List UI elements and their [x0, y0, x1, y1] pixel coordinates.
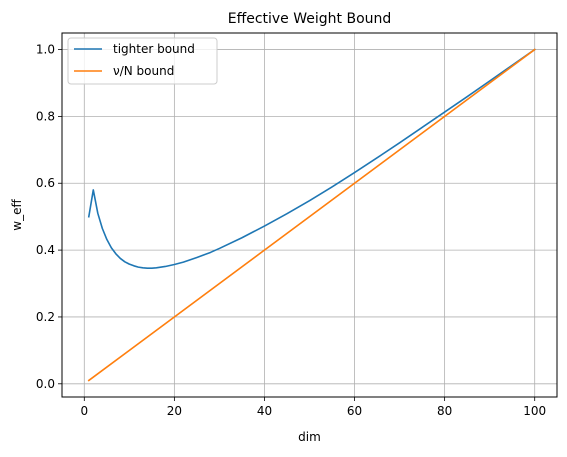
legend: tighter bound ν/N bound: [67, 37, 218, 85]
y-tick-label: 0.0: [36, 377, 55, 391]
legend-label-0: tighter bound: [113, 42, 195, 56]
y-tick-label: 0.6: [36, 176, 55, 190]
y-tick-label: 0.2: [36, 310, 55, 324]
x-tick-label: 20: [167, 404, 182, 418]
chart-title: Effective Weight Bound: [228, 11, 392, 27]
y-tick-label: 0.4: [36, 243, 55, 257]
y-axis-label: w_eff: [10, 199, 24, 231]
x-axis-label: dim: [298, 430, 321, 444]
x-tick-label: 40: [257, 404, 272, 418]
x-tick-label: 80: [437, 404, 452, 418]
x-tick-label: 100: [523, 404, 546, 418]
x-tick-label: 60: [347, 404, 362, 418]
y-tick-label: 0.8: [36, 109, 55, 123]
legend-box: [67, 37, 218, 85]
legend-label-1: ν/N bound: [113, 64, 174, 78]
series-line-0: [87, 48, 536, 269]
series-line-1: [87, 48, 536, 382]
x-tick-label: 0: [80, 404, 88, 418]
plot-area-frame: [61, 32, 558, 398]
y-tick-label: 1.0: [36, 43, 55, 57]
